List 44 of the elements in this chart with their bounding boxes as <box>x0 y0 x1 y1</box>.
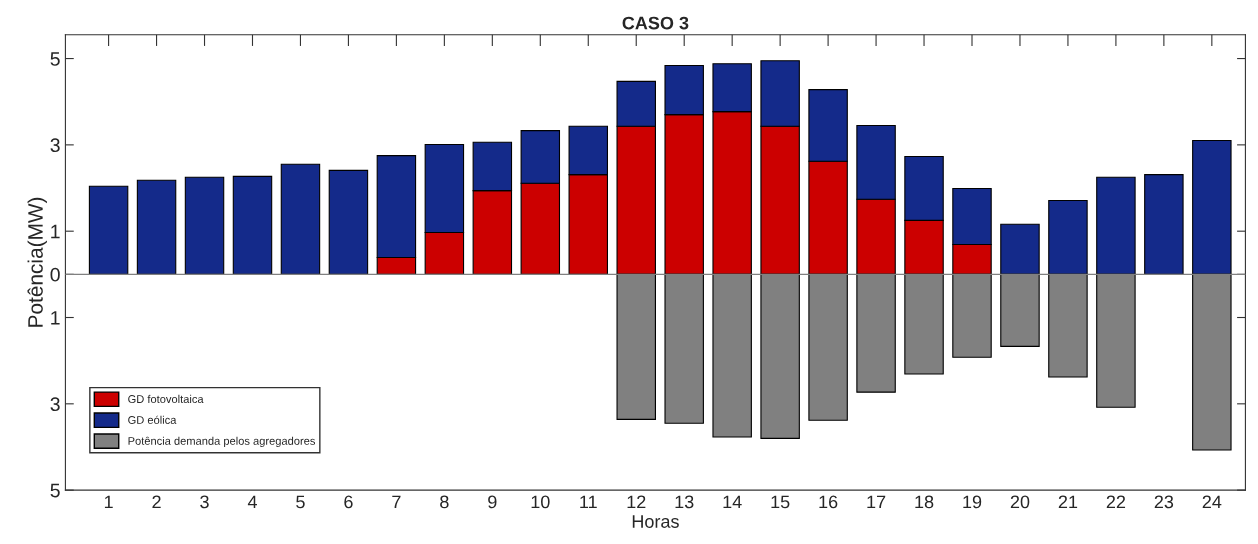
x-tick-label: 15 <box>771 495 790 509</box>
x-tick-label: 21 <box>1058 495 1078 509</box>
x-tick-label: 13 <box>675 495 694 509</box>
bar <box>136 179 177 275</box>
bar <box>184 176 225 275</box>
bar <box>1144 174 1184 275</box>
x-tick-label: 20 <box>1010 495 1030 509</box>
legend-label: GD eólica <box>128 415 177 424</box>
x-tick-label: 16 <box>819 495 838 509</box>
x-tick-label: 6 <box>344 495 353 509</box>
x-tick-label: 4 <box>247 495 257 509</box>
x-tick-label: 17 <box>867 495 886 509</box>
y-tick-label: 5 <box>50 483 60 498</box>
y-tick-label: 3 <box>50 138 60 153</box>
legend-label: GD fotovoltaica <box>128 394 204 403</box>
x-tick-label: 11 <box>580 495 597 509</box>
x-tick-label: 12 <box>627 495 646 509</box>
x-axis-title: Horas <box>632 515 679 528</box>
x-tick-label: 24 <box>1202 495 1222 509</box>
chart-title: CASO 3 <box>622 16 689 30</box>
bar <box>232 175 273 275</box>
y-tick-label: 3 <box>50 397 60 412</box>
y-tick-label: 1 <box>51 311 60 325</box>
y-tick-label: 5 <box>50 52 60 66</box>
x-tick-label: 1 <box>104 495 113 509</box>
y-axis-title: Potência(MW) <box>27 197 47 327</box>
x-tick-label: 7 <box>392 495 401 509</box>
bar <box>328 169 369 275</box>
x-tick-label: 2 <box>152 495 161 509</box>
x-tick-label: 19 <box>963 495 982 509</box>
x-tick-label: 18 <box>915 495 934 509</box>
x-tick-label: 5 <box>296 495 305 509</box>
bar <box>88 185 129 275</box>
y-tick-label: 1 <box>51 224 60 239</box>
x-tick-label: 10 <box>531 495 550 509</box>
x-tick-label: 22 <box>1106 495 1126 509</box>
x-tick-label: 3 <box>200 495 209 509</box>
x-tick-label: 8 <box>440 495 449 509</box>
y-tick-label: 0 <box>50 267 60 282</box>
x-tick-label: 9 <box>488 495 497 509</box>
legend-label: Potência demanda pelos agregadores <box>128 436 316 448</box>
x-tick-label: 14 <box>723 495 742 509</box>
bar <box>280 163 321 275</box>
x-tick-label: 23 <box>1154 495 1174 509</box>
